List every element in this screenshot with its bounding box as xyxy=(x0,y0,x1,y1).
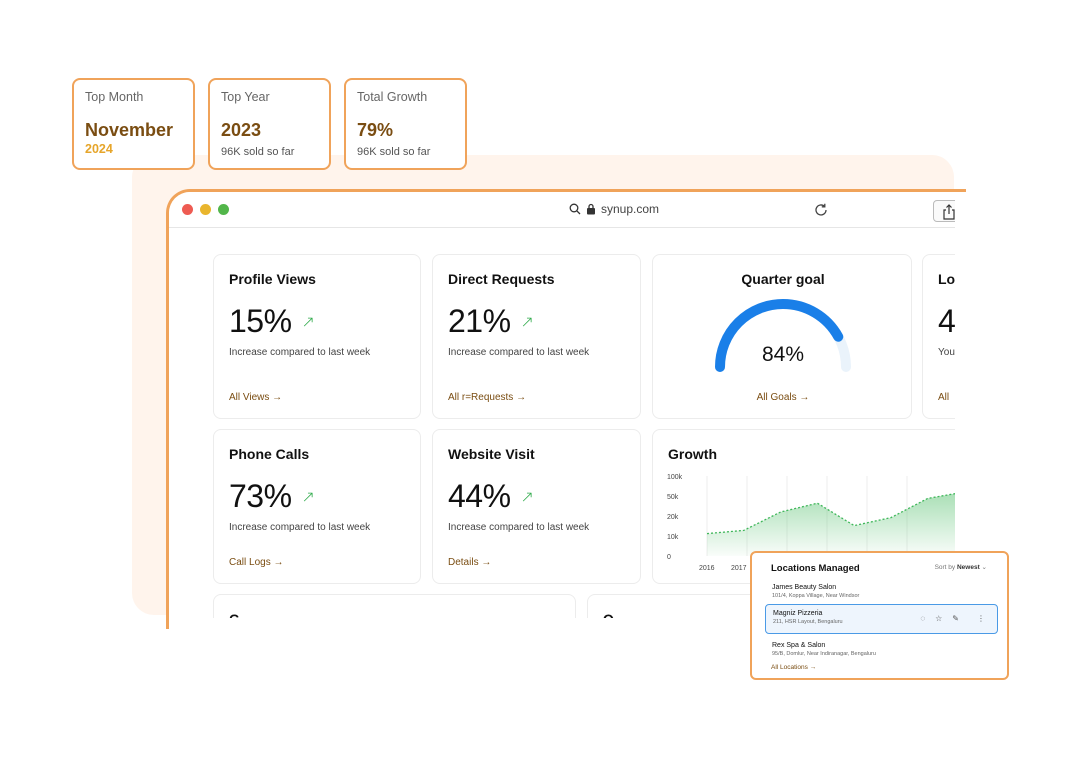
all-views-link[interactable]: All Views → xyxy=(229,392,283,403)
share-button[interactable] xyxy=(933,200,955,222)
card-direct-requests: Direct Requests 21% ↗ Increase compared t… xyxy=(432,254,641,419)
gauge-fill xyxy=(715,299,851,372)
reload-icon[interactable] xyxy=(812,201,830,219)
card-title: Quarter goal xyxy=(741,271,825,287)
url-text: synup.com xyxy=(601,202,660,216)
quarter-goal-gauge xyxy=(715,299,851,372)
card-title: Growth xyxy=(668,446,717,462)
y-tick-label: 100k xyxy=(667,474,683,481)
card-value: 44% ↗ xyxy=(448,478,534,515)
card-value: 21% ↗ xyxy=(448,303,534,340)
growth-area xyxy=(707,493,955,556)
sort-value: Newest xyxy=(956,564,980,571)
card-bottom-left: C xyxy=(213,594,576,618)
card-description: Increase compared to last week xyxy=(229,347,371,358)
all-requests-link[interactable]: All r=Requests → xyxy=(448,392,527,403)
chevron-down-icon: ⌄ xyxy=(981,564,987,571)
stat-label: Total Growth xyxy=(357,90,428,104)
trend-up-icon: ↗ xyxy=(520,313,534,331)
gauge-value: 84% xyxy=(761,343,805,366)
share-icon xyxy=(943,204,955,220)
stat-card-top-year: Top Year 2023 96K sold so far xyxy=(208,78,331,170)
card-description: Increase compared to last week xyxy=(229,522,371,533)
card-value: 15% ↗ xyxy=(229,303,315,340)
trend-up-icon: ↗ xyxy=(520,488,534,506)
card-title: Profile Views xyxy=(229,271,316,287)
location-name: James Beauty Salon xyxy=(772,584,837,591)
card-value: 73% ↗ xyxy=(229,478,315,515)
trend-up-icon: ↗ xyxy=(301,488,315,506)
location-item[interactable]: James Beauty Salon 101/4, Koppa Village,… xyxy=(765,579,998,607)
x-tick-label: 2016 xyxy=(699,565,715,572)
card-title: Phone Calls xyxy=(229,446,310,462)
partial-card-link[interactable]: All xyxy=(938,392,950,403)
card-title: Website Visit xyxy=(448,446,535,462)
stat-card-total-growth: Total Growth 79% 96K sold so far xyxy=(344,78,467,170)
stat-card-top-month: Top Month November 2024 xyxy=(72,78,195,170)
stat-value: 79% xyxy=(357,120,394,140)
stat-sub: 96K sold so far xyxy=(357,146,431,158)
stat-sub: 96K sold so far xyxy=(221,146,295,158)
all-goals-link[interactable]: All Goals → xyxy=(756,392,810,403)
y-tick-label: 20k xyxy=(667,514,679,521)
card-profile-views: Profile Views 15% ↗ Increase compared to … xyxy=(213,254,421,419)
card-title: Q xyxy=(603,611,614,618)
search-icon xyxy=(569,203,581,215)
stat-value: November xyxy=(85,120,174,140)
location-actions: ◌ ☆ ✎ ⋮ xyxy=(920,614,985,623)
location-item[interactable]: Rex Spa & Salon 95/B, Domlur, Near Indir… xyxy=(765,637,998,665)
y-tick-label: 50k xyxy=(667,494,679,501)
stat-label: Top Year xyxy=(221,90,270,104)
more-options-icon[interactable]: ⋮ xyxy=(977,614,985,623)
edit-icon[interactable]: ✎ xyxy=(952,614,959,623)
trend-up-icon: ↗ xyxy=(301,313,315,331)
location-name: Rex Spa & Salon xyxy=(772,642,826,649)
card-value-text: 73% xyxy=(229,478,292,514)
lock-icon xyxy=(587,203,595,215)
card-value-text: 15% xyxy=(229,303,292,339)
card-value-text: 21% xyxy=(448,303,511,339)
locations-title: Locations Managed xyxy=(771,563,860,574)
x-tick-label: 2017 xyxy=(731,565,747,572)
maximize-window-button[interactable] xyxy=(218,204,229,215)
card-description: You xyxy=(938,347,955,358)
card-description: Increase compared to last week xyxy=(448,347,590,358)
card-partial: Lo 4 You All xyxy=(922,254,955,419)
card-title: Lo xyxy=(938,271,955,287)
location-name: Magniz Pizzeria xyxy=(773,610,823,617)
y-tick-label: 0 xyxy=(667,554,671,561)
sort-label: Sort by xyxy=(934,564,956,571)
y-tick-label: 10k xyxy=(667,534,679,541)
location-address: 101/4, Koppa Village, Near Windsor xyxy=(772,593,860,599)
comment-icon[interactable]: ◌ xyxy=(920,614,926,623)
card-title: Direct Requests xyxy=(448,271,555,287)
stat-sub: 2024 xyxy=(85,142,113,156)
card-value-text: 44% xyxy=(448,478,511,514)
locations-managed-panel: Locations Managed Sort by Newest ⌄ James… xyxy=(750,551,1009,680)
card-value: 4 xyxy=(938,303,955,339)
location-address: 211, HSR Layout, Bengaluru xyxy=(773,619,843,625)
card-description: Increase compared to last week xyxy=(448,522,590,533)
call-logs-link[interactable]: Call Logs → xyxy=(229,557,284,568)
sort-dropdown[interactable]: Sort by Newest ⌄ xyxy=(935,563,987,571)
location-address: 95/B, Domlur, Near Indiranagar, Bengalur… xyxy=(772,651,876,657)
growth-chart: 100k 50k 20k 10k 0 2016 2017 xyxy=(667,474,955,572)
url-bar[interactable]: synup.com xyxy=(569,202,659,216)
stat-label: Top Month xyxy=(85,90,144,104)
stat-value: 2023 xyxy=(221,120,262,140)
minimize-window-button[interactable] xyxy=(200,204,211,215)
card-title: C xyxy=(229,611,239,618)
all-locations-link[interactable]: All Locations → xyxy=(771,664,817,671)
location-item-selected[interactable]: Magniz Pizzeria 211, HSR Layout, Bengalu… xyxy=(765,604,998,634)
star-icon[interactable]: ☆ xyxy=(935,614,943,623)
card-website-visit: Website Visit 44% ↗ Increase compared to … xyxy=(432,429,641,584)
card-phone-calls: Phone Calls 73% ↗ Increase compared to la… xyxy=(213,429,421,584)
close-window-button[interactable] xyxy=(182,204,193,215)
growth-line xyxy=(706,493,955,535)
browser-titlebar: synup.com xyxy=(169,192,955,228)
browser-window: synup.com Profile Views 15% ↗ Increase co… xyxy=(166,189,966,629)
details-link[interactable]: Details → xyxy=(448,557,492,568)
card-quarter-goal: Quarter goal 84% All Goals → xyxy=(652,254,912,419)
